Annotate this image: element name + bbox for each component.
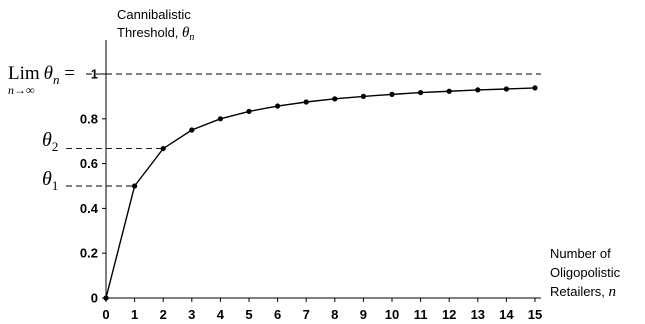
x-tick-label: 0 bbox=[102, 307, 109, 322]
x-tick-label: 12 bbox=[442, 307, 456, 322]
x-tick-label: 4 bbox=[217, 307, 225, 322]
x-ticks: 0 1 2 3 4 5 6 7 8 9 10 11 12 13 14 15 bbox=[102, 298, 542, 322]
x-tick-label: 3 bbox=[188, 307, 195, 322]
y-tick-label: 0.8 bbox=[80, 111, 98, 126]
y-tick-label: 0.6 bbox=[80, 156, 98, 171]
series-line-group bbox=[103, 85, 538, 301]
data-point bbox=[132, 183, 138, 189]
data-point bbox=[389, 91, 395, 97]
reference-lines bbox=[66, 73, 541, 187]
y-ticks: 0 0.2 0.4 0.6 0.8 1 bbox=[80, 67, 106, 306]
limit-annotation: Lim θn = bbox=[8, 63, 75, 87]
series-line bbox=[105, 87, 536, 299]
data-point bbox=[217, 116, 223, 122]
x-tick-label: 13 bbox=[471, 307, 485, 322]
x-tick-label: 5 bbox=[245, 307, 252, 322]
data-point bbox=[332, 96, 338, 102]
x-axis-title: Number of bbox=[550, 246, 611, 261]
x-tick-label: 6 bbox=[274, 307, 281, 322]
data-point bbox=[446, 88, 452, 94]
y-tick-label: 1 bbox=[91, 67, 98, 82]
x-tick-label: 10 bbox=[385, 307, 399, 322]
x-tick-label: 7 bbox=[303, 307, 310, 322]
y-tick-label: 0 bbox=[91, 291, 98, 306]
x-tick-label: 11 bbox=[414, 307, 428, 322]
data-point bbox=[532, 85, 538, 91]
x-tick-label: 9 bbox=[360, 307, 367, 322]
x-tick-label: 15 bbox=[528, 307, 542, 322]
theta-symbol: θ bbox=[182, 25, 190, 41]
y-axis-title-line2: Threshold, θn bbox=[117, 25, 194, 43]
y-tick-label: 0.4 bbox=[80, 201, 99, 216]
axes bbox=[105, 40, 541, 299]
data-point bbox=[503, 86, 509, 92]
x-axis-title-line2: Oligopolistic bbox=[550, 265, 621, 280]
data-point bbox=[475, 87, 481, 93]
data-point bbox=[275, 103, 281, 109]
x-axis-title-line3: Retailers, n bbox=[550, 284, 616, 300]
data-point bbox=[160, 145, 166, 152]
data-point bbox=[189, 127, 195, 133]
theta-2-label: θ2 bbox=[42, 129, 58, 154]
data-point bbox=[418, 89, 424, 96]
limit-subscript: n→∞ bbox=[8, 83, 35, 97]
data-point bbox=[246, 108, 252, 115]
x-tick-label: 2 bbox=[160, 307, 167, 322]
data-point bbox=[360, 93, 366, 99]
y-axis-title: Cannibalistic bbox=[117, 7, 191, 22]
data-point bbox=[103, 295, 109, 301]
x-tick-label: 14 bbox=[499, 307, 514, 322]
theta-1-label: θ1 bbox=[42, 168, 58, 193]
y-tick-label: 0.2 bbox=[80, 246, 98, 261]
x-tick-label: 8 bbox=[331, 307, 338, 322]
x-tick-label: 1 bbox=[131, 307, 138, 322]
data-point bbox=[303, 99, 309, 105]
